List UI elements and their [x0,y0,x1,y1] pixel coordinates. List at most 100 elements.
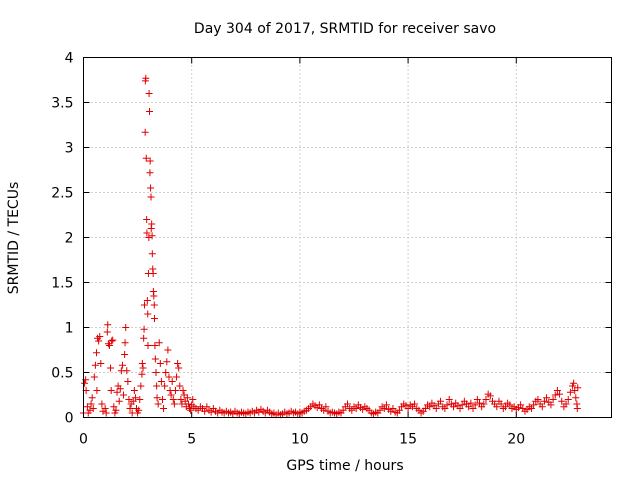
data-point [90,373,98,381]
data-point [83,403,91,411]
data-point [543,394,551,402]
y-axis-label: SRMTID / TECUs [6,182,22,295]
data-point [126,405,134,412]
data-point [189,396,197,403]
data-point [497,400,505,408]
data-point [131,394,139,402]
y-tick-label: 2.5 [51,186,73,202]
data-point [147,193,155,201]
data-point [153,382,161,390]
data-point [441,405,449,412]
data-point [480,400,488,408]
data-point [389,405,397,412]
data-point [105,342,113,349]
data-point [493,403,501,411]
data-point [145,90,153,97]
x-tick-label: 15 [399,432,417,448]
data-point [135,406,143,414]
data-point [148,250,156,258]
data-point [137,382,145,390]
data-point [102,409,110,417]
data-point [162,369,170,376]
data-point [203,403,211,411]
data-point [163,358,171,366]
data-point [517,401,525,409]
data-point [380,405,388,412]
data-point [86,406,94,414]
data-point [348,406,356,414]
data-point [352,405,360,412]
y-tick-label: 3.5 [51,96,73,112]
data-point [404,405,412,412]
data-point [98,400,106,408]
data-point [547,401,555,409]
data-point [411,400,419,408]
data-point [88,394,96,402]
data-point [151,342,159,349]
data-point [426,403,434,411]
data-point [109,336,117,344]
data-point [118,361,126,369]
axis-ticks: 0 5 10 15 20 0 0.5 1 1.5 2 2.5 3 3.5 4 [51,51,612,448]
x-tick-label: 0 [79,432,88,448]
data-point [140,325,148,333]
data-point [207,408,215,416]
data-point [112,406,120,414]
data-point [443,401,451,409]
data-point [160,405,168,412]
data-point [566,388,574,396]
data-point [157,378,165,385]
data-point [95,337,103,345]
data-point [113,388,121,396]
data-point [121,339,129,347]
data-point [549,396,557,403]
data-point [143,229,151,237]
data-point [144,310,152,318]
data-point [176,382,184,390]
data-point [530,401,538,409]
data-point [123,367,131,375]
data-point [144,342,152,349]
data-point [527,405,535,412]
data-point [184,400,192,408]
y-tick-label: 4 [65,51,74,67]
y-tick-label: 1 [65,321,74,337]
data-point [115,397,123,405]
x-tick-label: 5 [187,432,196,448]
data-point [158,396,166,403]
data-point [467,399,475,407]
data-point [534,396,542,403]
y-tick-label: 2 [65,231,74,247]
data-point [456,405,464,412]
y-tick-label: 3 [65,141,74,157]
data-point [129,397,137,405]
data-point [155,339,163,347]
data-point [91,361,99,369]
data-point [570,379,578,387]
data-point [147,184,155,192]
data-point [194,406,202,414]
data-point [81,379,89,387]
data-point [120,391,128,399]
data-point [437,397,445,405]
data-point [482,396,490,403]
data-point [148,220,156,228]
data-point [450,403,458,411]
data-point [103,328,111,336]
data-point [142,74,150,82]
data-point [551,391,559,399]
data-point [156,360,164,367]
data-point [146,108,153,115]
data-point [183,394,191,402]
data-point [553,387,561,394]
data-point [146,169,154,177]
data-point [170,400,178,408]
data-point [138,360,146,367]
data-point [339,406,347,414]
data-point [104,321,112,329]
data-point [168,378,176,385]
data-point [322,403,330,411]
data-point [152,369,160,376]
data-point [154,400,162,408]
